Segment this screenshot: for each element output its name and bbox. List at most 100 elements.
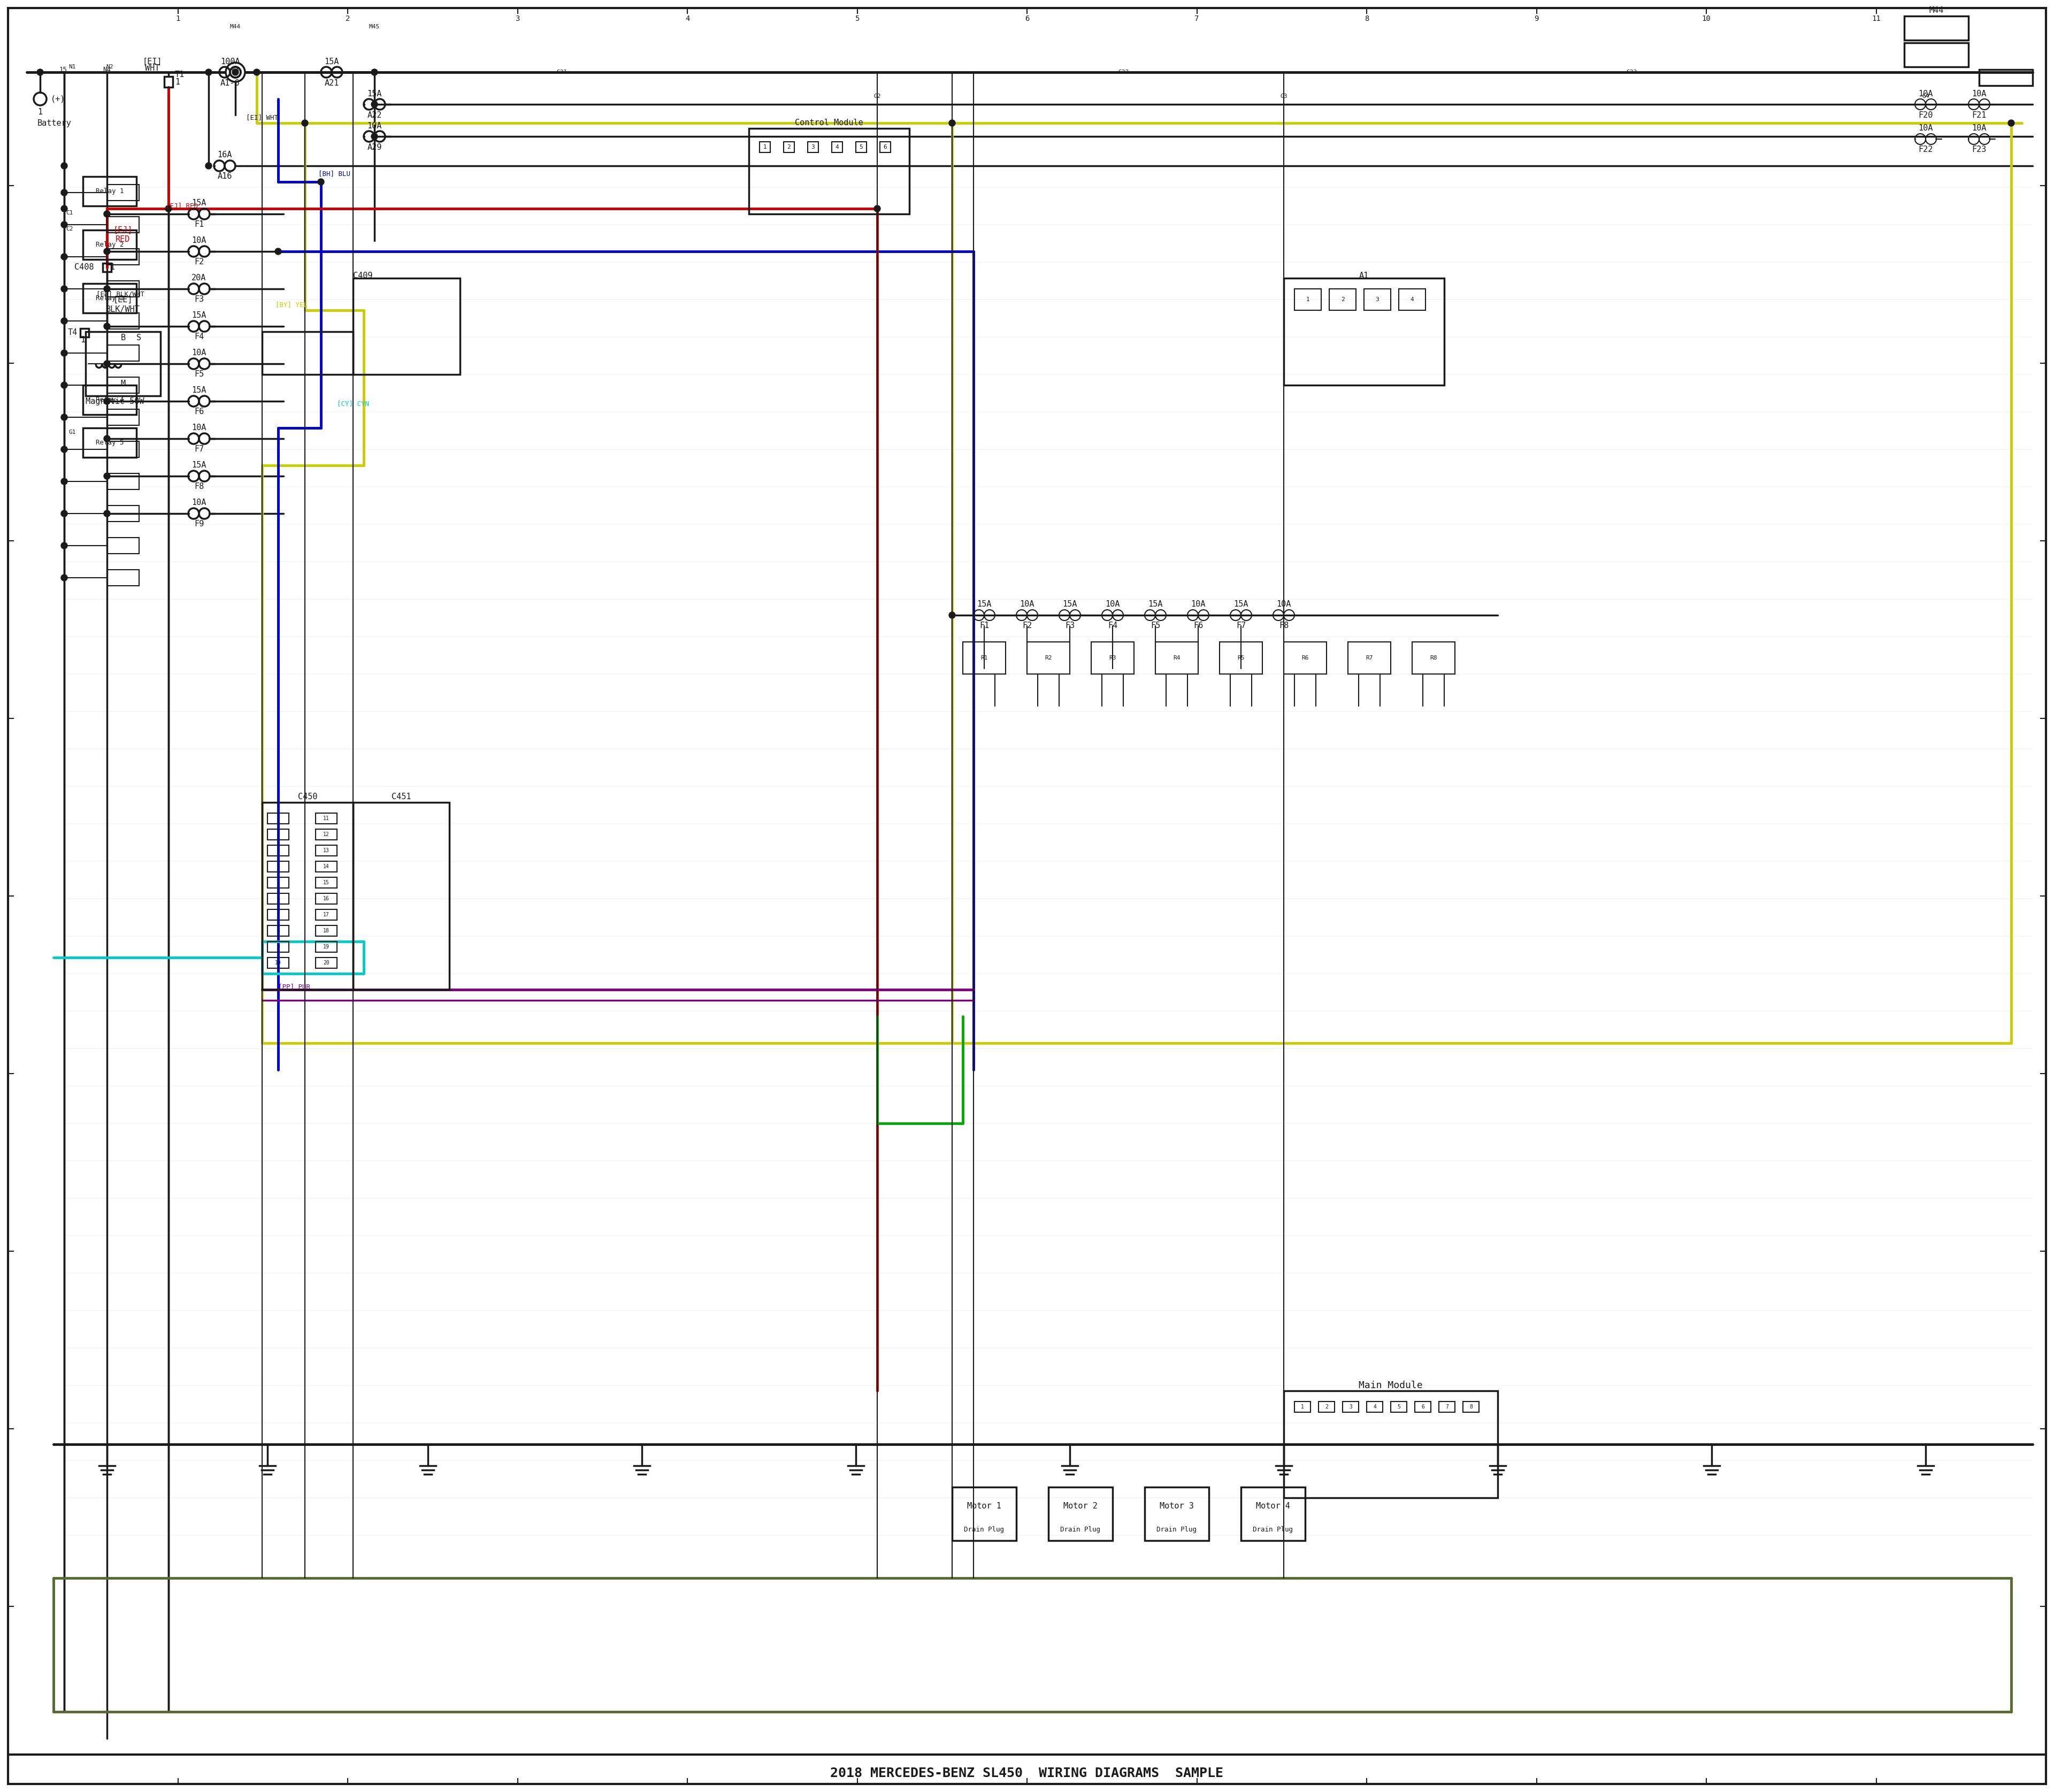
Circle shape [105, 398, 111, 405]
Bar [82, 283, 136, 314]
Text: RED: RED [115, 235, 129, 244]
Bar [316, 814, 337, 824]
Circle shape [62, 446, 68, 453]
Text: 15A: 15A [191, 461, 205, 470]
Text: A1: A1 [1360, 271, 1368, 280]
Bar [267, 846, 290, 857]
Text: Motor 2: Motor 2 [1064, 1502, 1097, 1511]
Bar [1347, 642, 1391, 674]
Text: C1: C1 [66, 210, 74, 215]
Bar [1284, 642, 1327, 674]
Text: 1: 1 [80, 337, 86, 344]
Bar [316, 894, 337, 903]
Text: C409: C409 [353, 271, 372, 280]
Text: F5: F5 [193, 371, 203, 378]
Text: [EE] BLK/WHT: [EE] BLK/WHT [97, 290, 144, 297]
Text: C451: C451 [392, 794, 411, 801]
Circle shape [62, 382, 68, 389]
Text: G3: G3 [1280, 93, 1288, 99]
Text: F9: F9 [193, 520, 203, 529]
Circle shape [105, 511, 111, 516]
Circle shape [372, 70, 378, 75]
Text: 10A: 10A [1191, 600, 1206, 609]
Bar [263, 803, 353, 989]
Bar [82, 177, 136, 206]
Text: A16: A16 [218, 172, 232, 181]
Bar [316, 878, 337, 889]
Text: A1-6: A1-6 [220, 79, 240, 88]
Bar [1154, 642, 1197, 674]
Text: C450: C450 [298, 794, 316, 801]
Text: 4: 4 [1374, 1405, 1376, 1410]
Text: [EI] WHT: [EI] WHT [246, 115, 277, 122]
Bar [316, 941, 337, 952]
Text: 4: 4 [277, 864, 279, 869]
Text: R6: R6 [1302, 656, 1308, 661]
Circle shape [105, 435, 111, 443]
Circle shape [62, 478, 68, 484]
Text: 13: 13 [322, 848, 329, 853]
Text: 16A: 16A [218, 151, 232, 159]
Bar [1329, 289, 1356, 310]
Text: F7: F7 [1237, 622, 1247, 629]
Bar [760, 142, 770, 152]
Text: 5: 5 [1397, 1405, 1401, 1410]
Bar [107, 570, 140, 586]
Bar [86, 332, 160, 396]
Text: 3: 3 [811, 145, 815, 151]
Circle shape [164, 206, 173, 211]
Bar [107, 409, 140, 425]
Bar [1413, 642, 1454, 674]
Text: N1: N1 [68, 65, 76, 70]
Bar [1391, 1401, 1407, 1412]
Text: 2: 2 [1341, 297, 1345, 303]
Text: 16: 16 [322, 896, 329, 901]
Text: Drain Plug: Drain Plug [963, 1527, 1004, 1534]
Bar [267, 862, 290, 873]
Circle shape [62, 206, 68, 211]
Text: Main Module: Main Module [1360, 1380, 1423, 1391]
Bar [80, 328, 88, 337]
Text: 2: 2 [1325, 1405, 1329, 1410]
Bar [1462, 1401, 1479, 1412]
Text: 15A: 15A [1234, 600, 1249, 609]
Text: 1: 1 [764, 145, 766, 151]
Text: 15A: 15A [191, 312, 205, 319]
Text: F1: F1 [193, 220, 203, 229]
Text: 1: 1 [175, 14, 181, 23]
Bar [953, 1487, 1017, 1541]
Circle shape [2009, 120, 2015, 125]
Text: M: M [121, 380, 125, 389]
Bar [1415, 1401, 1432, 1412]
Text: N2: N2 [107, 65, 113, 70]
Text: F2: F2 [1023, 622, 1031, 629]
Text: F23: F23 [1972, 145, 1986, 154]
Text: 10A: 10A [1918, 90, 1933, 97]
Text: R8: R8 [1430, 656, 1438, 661]
Bar [857, 142, 867, 152]
Text: 4: 4 [836, 145, 838, 151]
Circle shape [318, 179, 325, 185]
Bar [107, 346, 140, 360]
Bar [107, 441, 140, 457]
Bar [1027, 642, 1070, 674]
Text: Magnetic 50W: Magnetic 50W [86, 398, 144, 405]
Bar [1440, 1401, 1454, 1412]
Text: F5: F5 [1150, 622, 1161, 629]
Bar [267, 925, 290, 935]
Text: F8: F8 [193, 482, 203, 491]
Bar [316, 909, 337, 919]
Bar [107, 281, 140, 297]
Text: R2: R2 [1045, 656, 1052, 661]
Bar [1220, 642, 1263, 674]
Bar [1904, 43, 1968, 66]
Text: 10A: 10A [368, 122, 382, 129]
Circle shape [372, 133, 378, 140]
Bar [107, 314, 140, 330]
Text: F7: F7 [193, 446, 203, 453]
Bar [1241, 1487, 1304, 1541]
Text: 10A: 10A [1972, 90, 1986, 97]
Text: F3: F3 [1064, 622, 1074, 629]
Text: M45: M45 [370, 23, 380, 29]
Text: 6: 6 [1025, 14, 1029, 23]
